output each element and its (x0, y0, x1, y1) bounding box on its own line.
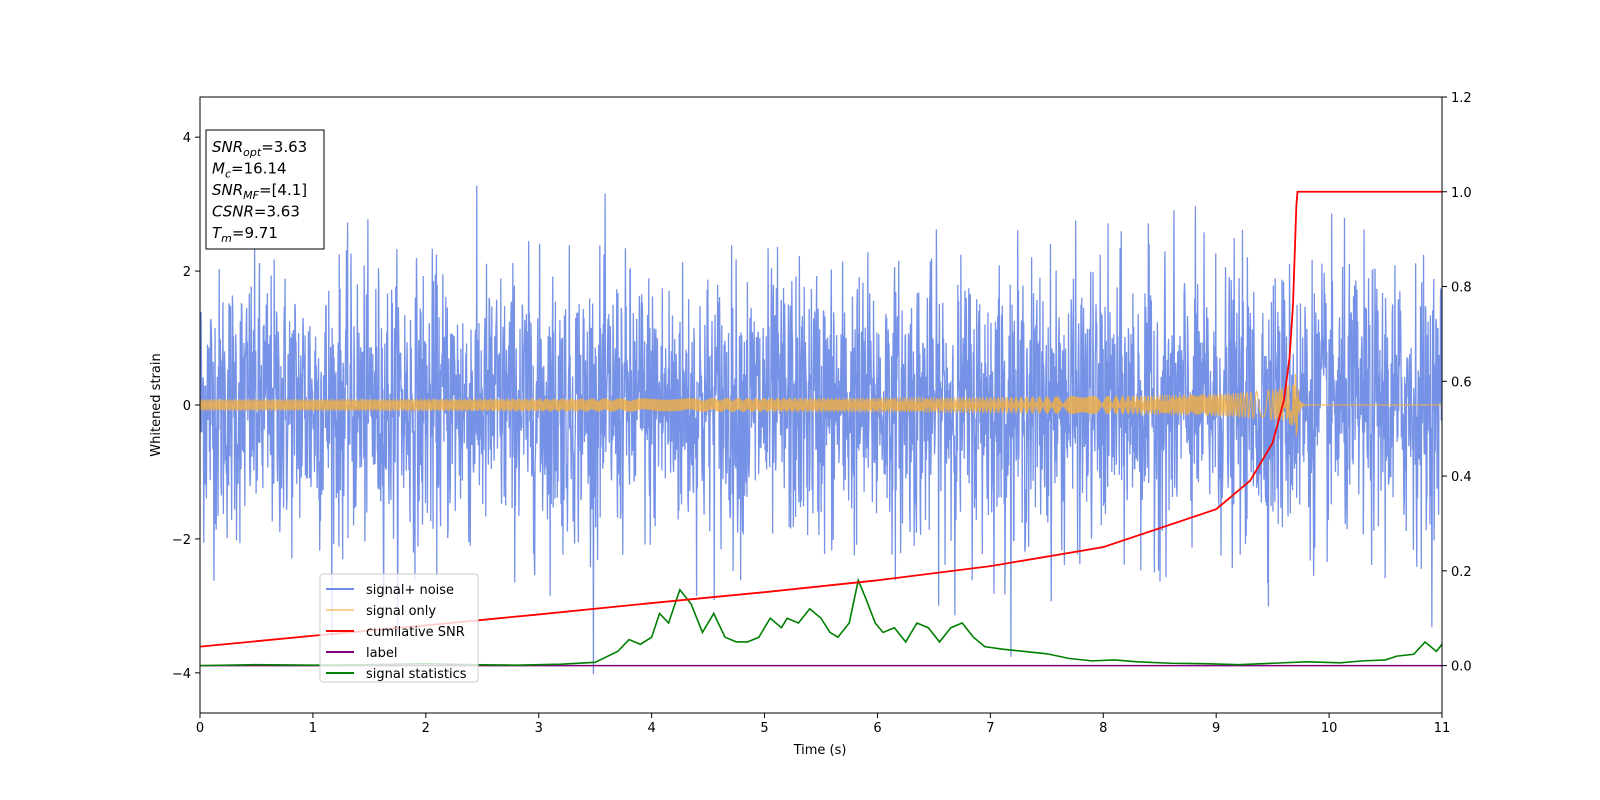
annotation-symbol: T (212, 224, 223, 242)
x-tick-label: 8 (1099, 721, 1107, 736)
annotation-line: SNRopt=3.63 (212, 138, 307, 159)
annotation-value: =16.14 (231, 160, 287, 178)
signal-statistics-line (200, 577, 1442, 667)
signal-noise-line (200, 185, 1442, 675)
annotation-line: SNRMF=[4.1] (212, 181, 307, 202)
y-right-tick-label: 0.0 (1451, 660, 1472, 675)
annotation-subscript: c (225, 168, 231, 181)
y-axis-left: 4 2 0 −2 −4 (172, 131, 200, 682)
x-tick-label: 5 (760, 721, 768, 736)
x-axis: 0 1 2 3 4 5 6 7 8 9 10 11 (196, 713, 1450, 736)
annotation-symbol: CSNR (212, 203, 254, 221)
annotation-box: SNRopt=3.63Mc=16.14SNRMF=[4.1]CSNR=3.63T… (205, 129, 325, 250)
legend-label: cumilative SNR (366, 625, 465, 640)
x-tick-label: 11 (1434, 721, 1451, 736)
x-tick-label: 0 (196, 721, 204, 736)
y-left-tick-label: 2 (183, 265, 191, 280)
x-tick-label: 2 (422, 721, 430, 736)
y-left-tick-label: 4 (183, 131, 191, 146)
y-right-tick-label: 0.6 (1451, 375, 1472, 390)
legend-label: label (366, 646, 397, 661)
y-axis-right: 1.2 1.0 0.8 0.6 0.4 0.2 0.0 (1442, 91, 1472, 675)
x-tick-label: 6 (873, 721, 881, 736)
annotation-value: =3.63 (261, 138, 307, 156)
y-right-tick-label: 0.8 (1451, 281, 1472, 296)
legend: signal+ noise signal only cumilative SNR la… (319, 573, 479, 683)
x-tick-label: 9 (1212, 721, 1220, 736)
annotation-symbol: M (212, 160, 225, 178)
y-right-tick-label: 1.2 (1451, 91, 1472, 106)
x-tick-label: 10 (1321, 721, 1338, 736)
annotation-value: =[4.1] (259, 181, 307, 199)
cumulative-snr-line (200, 190, 1442, 648)
annotation-line: Tm=9.71 (212, 224, 278, 245)
legend-label: signal statistics (366, 667, 467, 682)
x-tick-label: 3 (535, 721, 543, 736)
annotation-subscript: opt (243, 146, 262, 159)
annotation-symbol: SNR (212, 138, 243, 156)
signal-only-line (200, 373, 1442, 437)
annotation-value: =3.63 (254, 203, 300, 221)
y-right-tick-label: 1.0 (1451, 186, 1472, 201)
y-left-tick-label: −4 (172, 667, 191, 682)
annotation-subscript: MF (243, 189, 259, 202)
legend-label: signal only (366, 604, 436, 619)
annotation-line: CSNR=3.63 (212, 203, 300, 221)
annotation-value: =9.71 (232, 224, 278, 242)
annotation-symbol: SNR (212, 181, 243, 199)
y-axis-label: Whitened strain (149, 353, 164, 456)
y-left-tick-label: 0 (183, 399, 191, 414)
x-tick-label: 1 (309, 721, 317, 736)
x-tick-label: 7 (986, 721, 994, 736)
y-left-tick-label: −2 (172, 533, 191, 548)
x-tick-label: 4 (647, 721, 655, 736)
y-right-tick-label: 0.4 (1451, 470, 1472, 485)
legend-label: signal+ noise (366, 583, 454, 598)
annotation-subscript: m (221, 232, 232, 245)
x-axis-label: Time (s) (793, 743, 847, 758)
annotation-line: Mc=16.14 (212, 160, 287, 181)
y-right-tick-label: 0.2 (1451, 565, 1472, 580)
